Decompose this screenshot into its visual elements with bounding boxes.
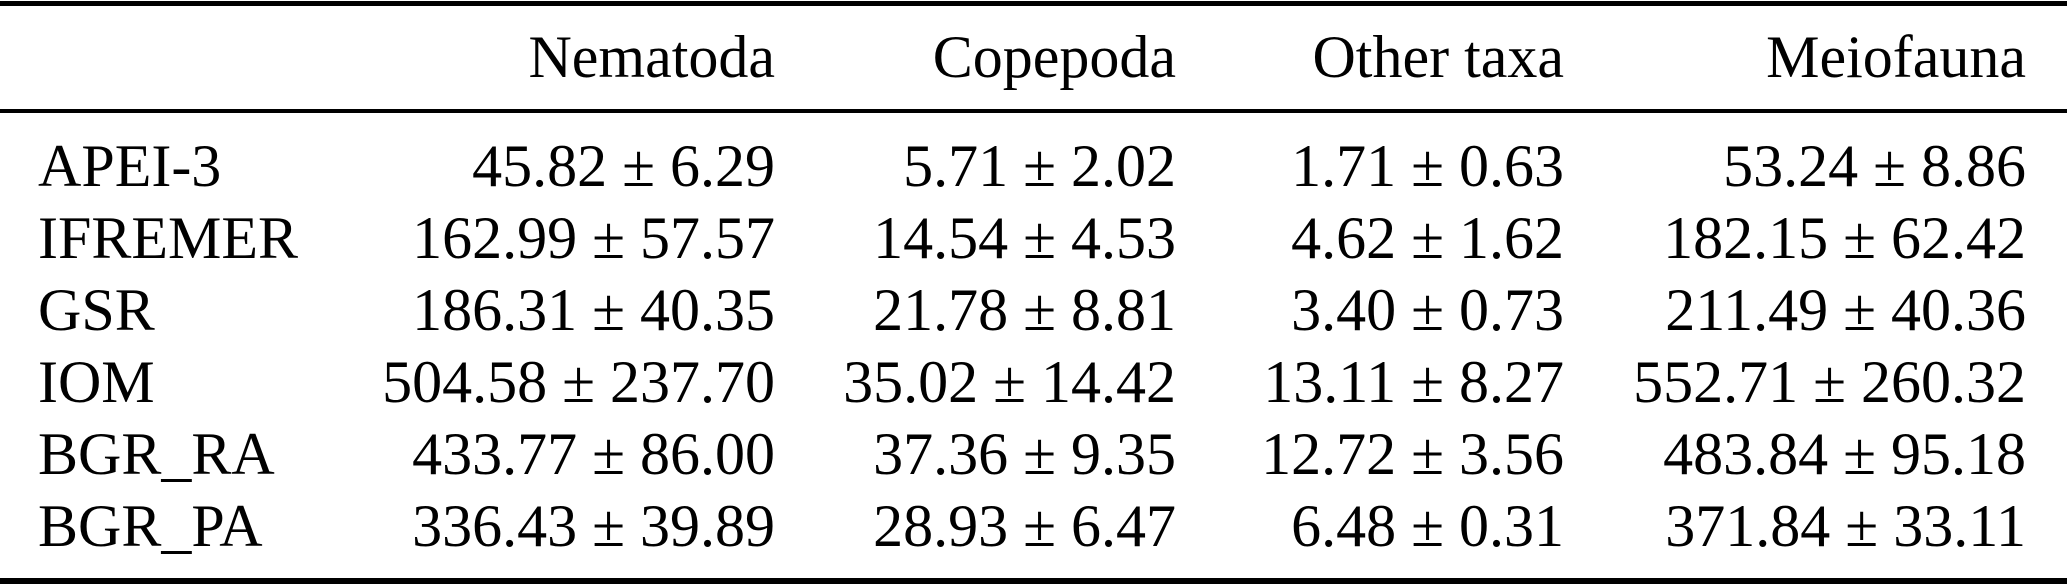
value-cell: 162.99 ± 57.57 [412, 204, 775, 271]
value-cell: 37.36 ± 9.35 [873, 420, 1176, 487]
table-row: IOM 504.58 ± 237.70 35.02 ± 14.42 13.11 … [0, 346, 2067, 418]
value-cell: 5.71 ± 2.02 [903, 132, 1176, 199]
value-cell: 504.58 ± 237.70 [382, 348, 775, 415]
value-cell: 3.40 ± 0.73 [1291, 276, 1564, 343]
value-cell: 28.93 ± 6.47 [873, 492, 1176, 559]
table-row: BGR_PA 336.43 ± 39.89 28.93 ± 6.47 6.48 … [0, 490, 2067, 581]
header-cell-copepoda: Copepoda [775, 3, 1176, 113]
header-cell-nematoda: Nematoda [340, 3, 775, 113]
value-cell: 14.54 ± 4.53 [873, 204, 1176, 271]
value-cell: 35.02 ± 14.42 [843, 348, 1176, 415]
header-cell-meiofauna: Meiofauna [1564, 3, 2067, 113]
value-cell: 336.43 ± 39.89 [412, 492, 775, 559]
table-row: IFREMER 162.99 ± 57.57 14.54 ± 4.53 4.62… [0, 202, 2067, 274]
value-cell: 211.49 ± 40.36 [1665, 276, 2026, 343]
value-cell: 21.78 ± 8.81 [873, 276, 1176, 343]
value-cell: 433.77 ± 86.00 [412, 420, 775, 487]
row-label: APEI-3 [38, 132, 222, 199]
table-row: GSR 186.31 ± 40.35 21.78 ± 8.81 3.40 ± 0… [0, 274, 2067, 346]
row-label: GSR [38, 276, 155, 343]
value-cell: 6.48 ± 0.31 [1291, 492, 1564, 559]
row-label: BGR_RA [38, 420, 275, 487]
row-label: BGR_PA [38, 492, 263, 559]
value-cell: 186.31 ± 40.35 [412, 276, 775, 343]
value-cell: 182.15 ± 62.42 [1663, 204, 2026, 271]
value-cell: 552.71 ± 260.32 [1633, 348, 2026, 415]
value-cell: 13.11 ± 8.27 [1263, 348, 1564, 415]
table-row: APEI-3 45.82 ± 6.29 5.71 ± 2.02 1.71 ± 0… [0, 111, 2067, 202]
value-cell: 12.72 ± 3.56 [1261, 420, 1564, 487]
header-row: Nematoda Copepoda Other taxa Meiofauna [0, 3, 2067, 113]
value-cell: 371.84 ± 33.11 [1665, 492, 2026, 559]
row-label: IFREMER [38, 204, 299, 271]
row-label: IOM [38, 348, 155, 415]
value-cell: 1.71 ± 0.63 [1291, 132, 1564, 199]
value-cell: 53.24 ± 8.86 [1723, 132, 2026, 199]
value-cell: 4.62 ± 1.62 [1291, 204, 1564, 271]
value-cell: 483.84 ± 95.18 [1663, 420, 2026, 487]
header-cell-other-taxa: Other taxa [1176, 3, 1564, 113]
header-cell-empty [0, 3, 340, 113]
value-cell: 45.82 ± 6.29 [472, 132, 775, 199]
table-row: BGR_RA 433.77 ± 86.00 37.36 ± 9.35 12.72… [0, 418, 2067, 490]
